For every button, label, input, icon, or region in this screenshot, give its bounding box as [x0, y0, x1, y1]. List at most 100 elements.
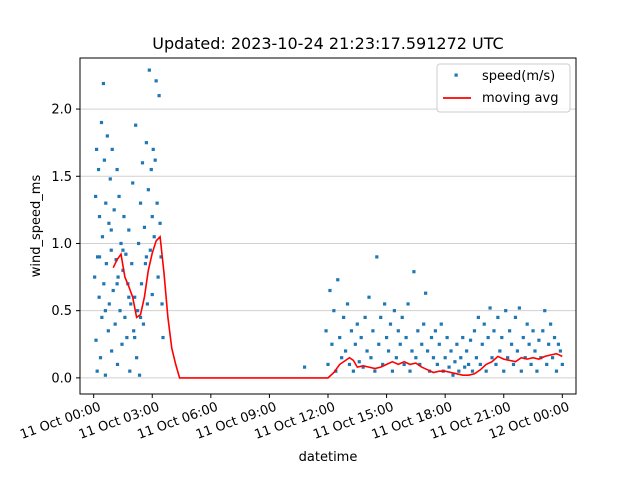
scatter-point	[381, 362, 385, 367]
scatter-point	[139, 282, 144, 286]
scatter-point	[109, 228, 113, 232]
scatter-point	[492, 329, 496, 333]
scatter-point	[132, 329, 136, 333]
scatter-point	[523, 356, 527, 360]
scatter-point	[513, 315, 518, 319]
scatter-point	[455, 342, 459, 346]
scatter-point	[453, 360, 457, 364]
scatter-point	[150, 292, 154, 297]
scatter-point	[104, 262, 108, 266]
scatter-point	[351, 369, 355, 373]
scatter-point	[554, 369, 559, 373]
y-tick-label: 1.5	[51, 170, 72, 185]
scatter-point	[416, 329, 420, 333]
legend-label-speed: speed(m/s)	[482, 69, 555, 84]
scatter-point	[103, 373, 107, 377]
scatter-point	[105, 134, 109, 138]
scatter-point	[302, 365, 307, 369]
scatter-point	[120, 342, 124, 346]
scatter-point	[118, 309, 122, 313]
legend-label-moving-avg: moving avg	[482, 91, 558, 106]
scatter-point	[465, 349, 469, 353]
scatter-point	[97, 255, 102, 259]
scatter-point	[367, 295, 371, 299]
scatter-point	[424, 291, 428, 295]
scatter-point	[363, 315, 367, 319]
scatter-point	[145, 302, 149, 306]
scatter-point	[336, 278, 340, 282]
scatter-point	[116, 275, 120, 279]
scatter-point	[545, 362, 549, 367]
scatter-point	[552, 335, 557, 340]
scatter-point	[129, 302, 133, 306]
scatter-point	[558, 349, 562, 353]
scatter-point	[422, 322, 426, 326]
scatter-point	[138, 315, 143, 319]
scatter-point	[137, 373, 142, 377]
scatter-point	[108, 177, 112, 181]
scatter-point	[96, 167, 101, 172]
scatter-point	[135, 356, 139, 360]
scatter-point	[560, 362, 564, 367]
scatter-point	[154, 79, 158, 83]
x-axis-title: datetime	[299, 450, 358, 465]
scatter-point	[98, 356, 103, 360]
y-tick-label: 0.5	[51, 304, 72, 319]
scatter-point	[470, 369, 475, 373]
scatter-point	[392, 309, 396, 313]
scatter-point	[122, 214, 126, 219]
scatter-point	[515, 349, 520, 353]
legend-box	[436, 63, 571, 113]
scatter-point	[490, 356, 494, 360]
scatter-point	[114, 258, 118, 262]
scatter-point	[99, 120, 104, 125]
scatter-point	[447, 365, 451, 369]
scatter-point	[410, 349, 414, 353]
scatter-point	[550, 356, 555, 360]
scatter-point	[330, 342, 334, 346]
scatter-point	[445, 335, 449, 340]
scatter-point	[102, 282, 106, 286]
scatter-point	[449, 349, 453, 353]
scatter-point	[144, 255, 148, 259]
scatter-point	[110, 349, 114, 353]
scatter-point	[149, 167, 153, 172]
scatter-point	[133, 295, 137, 299]
scatter-point	[127, 295, 131, 299]
scatter-point	[384, 335, 389, 340]
scatter-point	[106, 329, 110, 333]
scatter-point	[420, 342, 424, 346]
scatter-point	[498, 349, 502, 353]
scatter-point	[111, 288, 115, 293]
scatter-point	[541, 329, 545, 333]
scatter-point	[519, 369, 523, 373]
scatter-point	[159, 255, 163, 259]
scatter-point	[94, 338, 98, 342]
scatter-point	[361, 365, 365, 369]
y-tick-label: 2.0	[51, 103, 72, 118]
scatter-point	[119, 241, 123, 246]
scatter-point	[133, 335, 137, 340]
scatter-point	[443, 356, 447, 360]
scatter-point	[369, 356, 373, 360]
legend: speed(m/s) moving avg	[436, 63, 571, 113]
scatter-point	[488, 306, 492, 310]
scatter-point	[506, 356, 510, 360]
scatter-point	[127, 228, 131, 232]
scatter-point	[386, 349, 391, 353]
scatter-point	[433, 329, 438, 333]
scatter-point	[112, 208, 116, 212]
scatter-point	[130, 262, 134, 266]
scatter-point	[480, 342, 484, 346]
scatter-point	[494, 362, 498, 367]
scatter-point	[457, 369, 461, 373]
scatter-point	[97, 214, 102, 219]
y-tick-label: 1.0	[51, 237, 72, 252]
scatter-point	[439, 322, 443, 326]
scatter-point	[412, 270, 416, 274]
scatter-point	[113, 322, 117, 326]
moving-avg-line	[112, 235, 563, 379]
scatter-point	[152, 235, 156, 239]
scatter-point	[109, 248, 113, 252]
scatter-point	[437, 342, 441, 346]
